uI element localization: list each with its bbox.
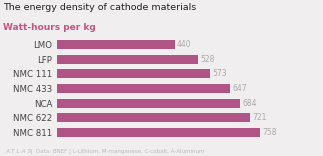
Bar <box>57 113 250 122</box>
Bar <box>57 55 198 64</box>
Text: 573: 573 <box>212 69 227 78</box>
Text: |  Data: BNEF | L-Lithium, M-manganese, C-cobalt, A-Aluminum: | Data: BNEF | L-Lithium, M-manganese, C… <box>27 149 205 154</box>
Bar <box>57 128 260 137</box>
Text: 721: 721 <box>252 113 266 122</box>
Text: A T L A S: A T L A S <box>5 149 31 154</box>
Text: 758: 758 <box>262 128 276 137</box>
Bar <box>57 84 230 93</box>
Text: 528: 528 <box>200 55 214 64</box>
Text: 684: 684 <box>242 99 256 108</box>
Text: 440: 440 <box>177 40 191 49</box>
Text: The energy density of cathode materials: The energy density of cathode materials <box>3 3 196 12</box>
Bar <box>57 99 240 108</box>
Bar <box>57 69 210 78</box>
Text: 647: 647 <box>232 84 247 93</box>
Text: Watt-hours per kg: Watt-hours per kg <box>3 23 96 32</box>
Bar <box>57 40 175 49</box>
